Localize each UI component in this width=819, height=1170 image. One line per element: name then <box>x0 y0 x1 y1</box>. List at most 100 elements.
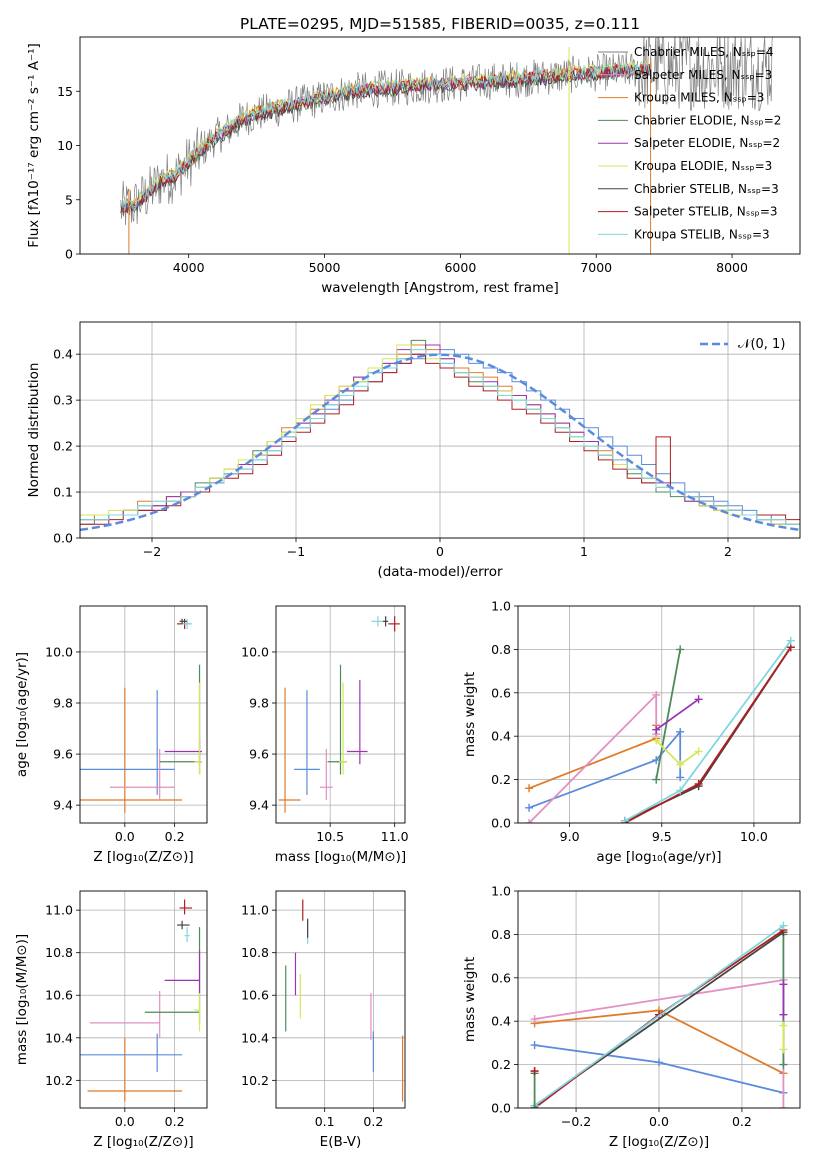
legend-label: Chabrier STELIB, Nₛₛₚ=3 <box>634 182 779 196</box>
plus-marker <box>620 816 629 823</box>
panel-4: 10.5 11.0 9.4 9.6 9.8 10.0 mass [log₁₀(M/M⊙)] <box>241 605 409 865</box>
plus-marker <box>779 1021 788 1030</box>
plus-marker <box>786 636 795 645</box>
x-tick-label: 0 <box>436 544 444 559</box>
model-line-4 <box>120 62 651 211</box>
plus-marker <box>525 803 534 812</box>
x-tick-label: 5000 <box>309 260 341 275</box>
plus-marker <box>676 727 685 736</box>
weight-line-8 <box>534 924 784 1107</box>
axes-frame <box>79 321 801 539</box>
x-tick-label: 10.0 <box>740 829 768 844</box>
x-axis-label: age [log₁₀(age/yr)] <box>596 849 721 865</box>
error-point <box>164 950 201 994</box>
legend-label: Chabrier MILES, Nₛₛₚ=4 <box>634 45 774 59</box>
error-point <box>388 616 400 632</box>
y-tick-label: 10.8 <box>241 945 269 960</box>
axes-frame <box>79 36 801 255</box>
y-tick-label: 0.2 <box>491 772 511 787</box>
y-tick-label: 0.1 <box>53 485 73 500</box>
legend-label: Kroupa STELIB, Nₛₛₚ=3 <box>634 227 770 241</box>
y-axis-label: mass weight <box>462 672 478 757</box>
legend-label: Salpeter STELIB, Nₛₛₚ=3 <box>634 205 778 219</box>
y-tick-label: 0.0 <box>491 816 511 831</box>
weight-line-3 <box>655 649 682 780</box>
y-tick-label: 9.8 <box>249 696 269 711</box>
y-tick-label: 11.0 <box>241 903 269 918</box>
plus-marker <box>676 645 685 654</box>
error-point <box>109 748 175 801</box>
x-tick-label: 0.2 <box>732 1114 752 1129</box>
plus-marker <box>779 921 788 930</box>
error-point <box>87 1037 183 1102</box>
y-tick-label: 0.6 <box>491 970 511 985</box>
axes-frame <box>275 605 406 824</box>
error-point <box>383 616 389 627</box>
y-tick-label: 9.4 <box>53 798 73 813</box>
plus-marker <box>530 1104 539 1108</box>
y-tick-label: 1.0 <box>491 599 511 614</box>
y-axis-label: mass [log₁₀(M/M⊙)] <box>14 934 30 1065</box>
error-point <box>194 993 201 1032</box>
normal-curve <box>80 353 800 532</box>
y-tick-label: 10.4 <box>45 1030 73 1045</box>
x-axis-label: Z [log₁₀(Z/Z⊙)] <box>93 849 193 865</box>
legend-label: Kroupa ELODIE, Nₛₛₚ=3 <box>634 159 772 173</box>
y-axis-label: mass weight <box>462 957 478 1042</box>
plus-marker <box>525 819 534 823</box>
plus-marker <box>779 1060 788 1069</box>
axes-frame <box>517 605 801 824</box>
panel-5: 9.0 9.5 10.0 0.0 0.2 0.4 0.6 0.8 1.0 age [log₁₀(a… <box>462 599 801 865</box>
error-point <box>80 687 183 813</box>
error-point <box>319 748 333 801</box>
error-point <box>179 618 188 624</box>
y-tick-label: 10.2 <box>241 1073 269 1088</box>
error-point <box>80 1033 183 1072</box>
y-tick-label: 9.6 <box>249 747 269 762</box>
x-tick-label: 1 <box>580 544 588 559</box>
y-axis-label: Normed distribution <box>26 363 42 498</box>
x-tick-label: 0.2 <box>363 1114 383 1129</box>
y-tick-label: 0.4 <box>491 1014 511 1029</box>
plus-marker <box>652 736 661 745</box>
error-point <box>194 682 203 775</box>
legend: Chabrier MILES, Nₛₛₚ=4 Salpeter MILES, Nₛ… <box>598 45 781 241</box>
plus-marker <box>676 773 685 782</box>
x-tick-label: −0.2 <box>561 1114 591 1129</box>
x-tick-label: −1 <box>287 544 305 559</box>
plus-marker <box>779 1010 788 1019</box>
panel-7: 0.1 0.2 10.2 10.4 10.6 10.8 11.0 E(B-V) <box>241 890 406 1150</box>
legend-label: Kroupa MILES, Nₛₛₚ=3 <box>634 91 764 105</box>
error-point <box>346 680 368 765</box>
x-tick-label: 0.2 <box>165 1114 185 1129</box>
y-tick-label: 9.8 <box>53 696 73 711</box>
panel-8: −0.2 0.0 0.2 0.0 0.2 0.4 0.6 0.8 1.0 Z [log₁₀(Z/Z… <box>462 884 801 1150</box>
error-points <box>285 899 404 1102</box>
x-tick-label: −2 <box>143 544 161 559</box>
y-axis-label: age [log₁₀(age/yr)] <box>14 652 30 777</box>
error-points <box>80 899 201 1102</box>
legend-label: Chabrier ELODIE, Nₛₛₚ=2 <box>634 113 781 127</box>
y-tick-label: 5 <box>65 192 73 207</box>
x-axis-label: (data-model)/error <box>377 564 503 580</box>
x-tick-label: 0.0 <box>115 1114 135 1129</box>
plus-marker <box>676 786 685 795</box>
x-axis-label: wavelength [Angstrom, rest frame] <box>321 280 559 296</box>
plus-marker <box>530 1067 539 1076</box>
x-axis-label: Z [log₁₀(Z/Z⊙)] <box>93 1134 193 1150</box>
y-tick-label: 10.0 <box>241 644 269 659</box>
axes-frame <box>275 890 406 1109</box>
y-tick-label: 10.2 <box>45 1073 73 1088</box>
x-tick-label: 6000 <box>444 260 476 275</box>
x-tick-label: 0.2 <box>165 829 185 844</box>
error-point <box>89 990 161 1038</box>
y-tick-label: 0 <box>65 247 73 262</box>
legend-label: Salpeter ELODIE, Nₛₛₚ=2 <box>634 136 780 150</box>
plus-marker <box>779 1045 788 1054</box>
plus-marker <box>652 690 661 699</box>
plus-marker <box>652 775 661 784</box>
error-point <box>339 682 347 775</box>
y-tick-label: 10.6 <box>241 988 269 1003</box>
error-point <box>184 927 190 943</box>
